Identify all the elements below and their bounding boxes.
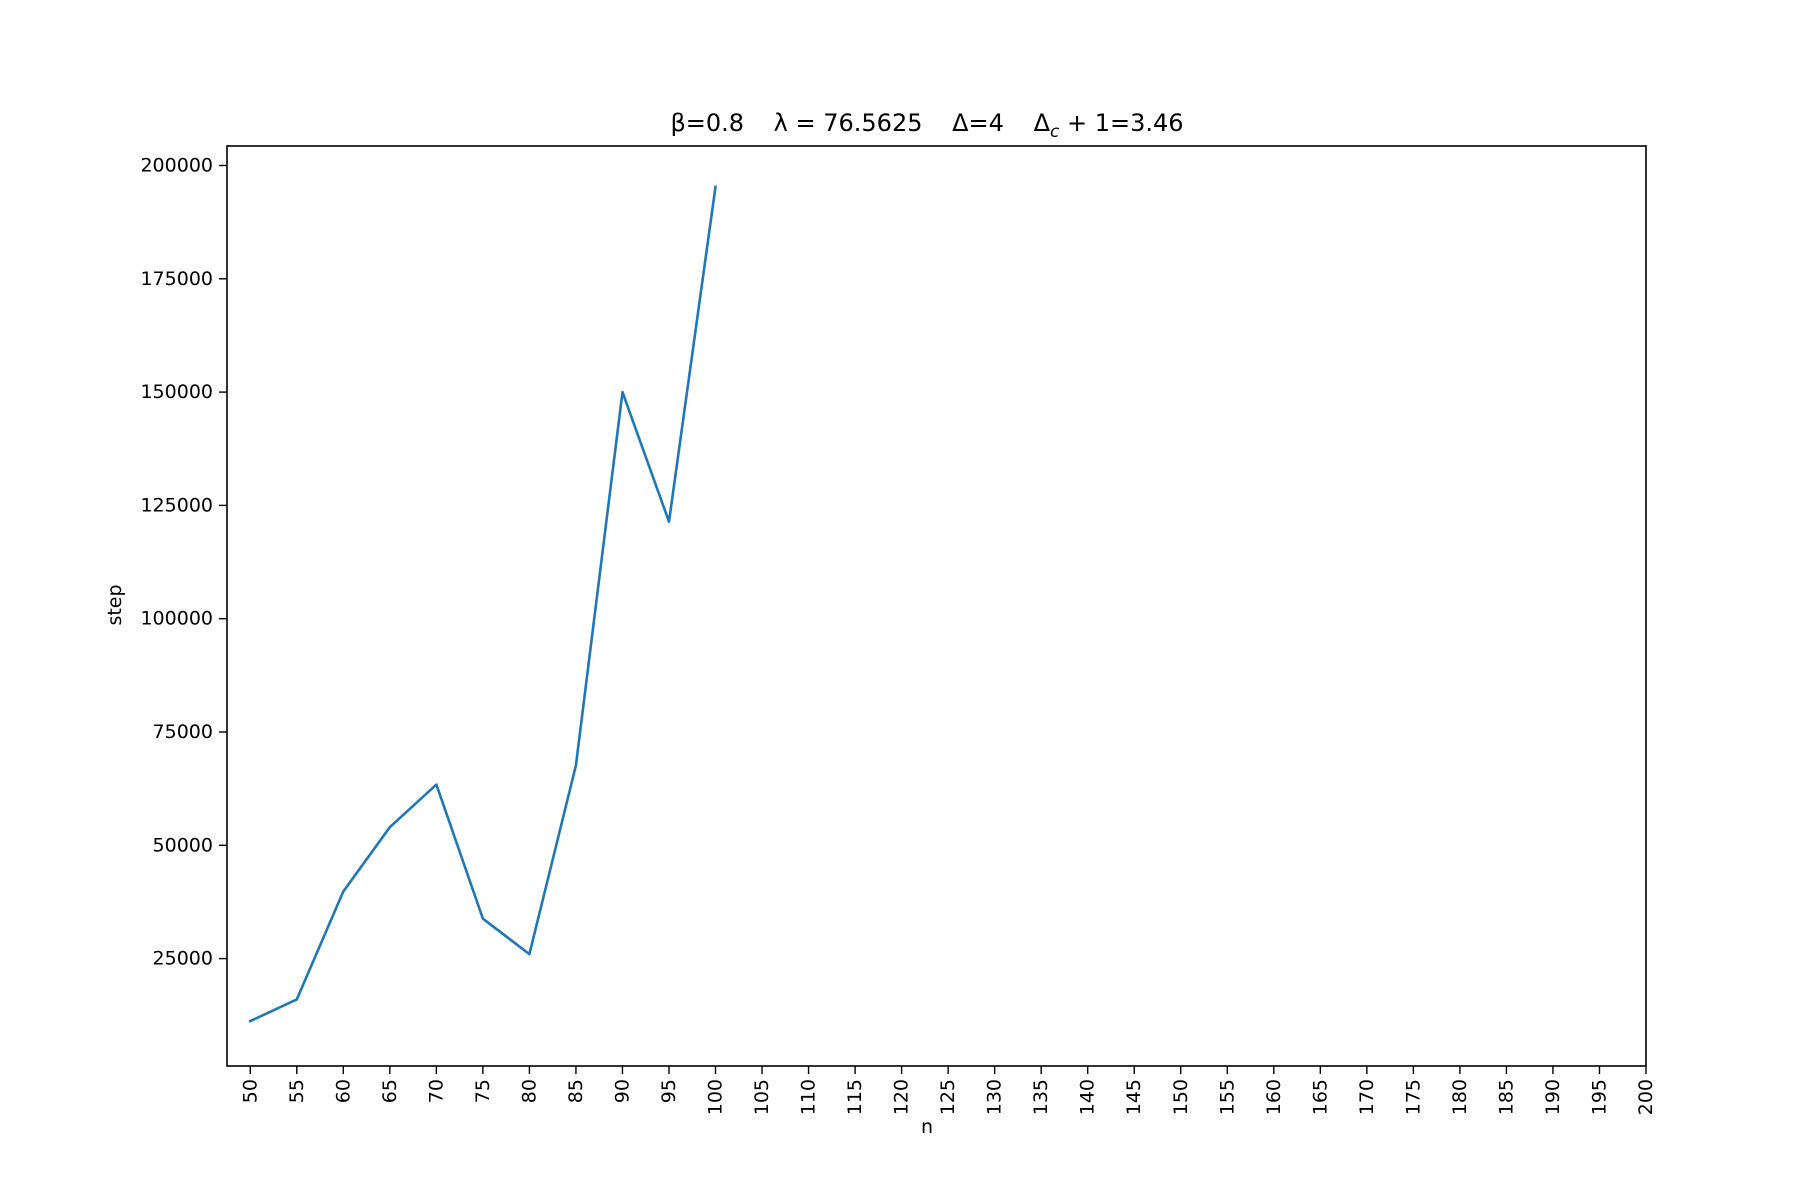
y-tick-label: 150000 xyxy=(140,381,213,403)
x-axis-label: n xyxy=(921,1116,933,1138)
x-tick-label: 135 xyxy=(1030,1079,1052,1115)
x-tick-label: 65 xyxy=(379,1079,401,1103)
title-delta-c-symbol: Δ xyxy=(1034,109,1051,137)
y-axis-label: step xyxy=(104,584,126,625)
y-tick-label: 25000 xyxy=(153,948,213,970)
x-tick-label: 105 xyxy=(751,1079,773,1115)
x-tick-label: 140 xyxy=(1077,1079,1099,1115)
x-tick-label: 75 xyxy=(472,1079,494,1103)
title-lambda: λ = 76.5625 xyxy=(774,109,923,137)
x-tick-label: 55 xyxy=(286,1079,308,1103)
x-tick-label: 110 xyxy=(798,1079,820,1115)
x-tick-label: 130 xyxy=(984,1079,1006,1115)
x-tick-label: 70 xyxy=(425,1079,447,1103)
title-delta: Δ=4 xyxy=(952,109,1004,137)
x-tick-label: 190 xyxy=(1542,1079,1564,1115)
y-tick-label: 175000 xyxy=(140,268,213,290)
x-tick-label: 95 xyxy=(658,1079,680,1103)
x-tick-label: 155 xyxy=(1216,1079,1238,1115)
plot-area xyxy=(248,185,717,1023)
x-tick-label: 180 xyxy=(1449,1079,1471,1115)
x-tick-label: 195 xyxy=(1588,1079,1610,1115)
x-tick-label: 160 xyxy=(1263,1079,1285,1115)
y-axis: 25000 50000 75000 100000 125000 150000 175000 2… xyxy=(140,154,227,970)
x-tick-label: 185 xyxy=(1495,1079,1517,1115)
title-delta-c-subscript: c xyxy=(1050,122,1060,142)
axes-frame xyxy=(226,145,1647,1067)
x-tick-label: 145 xyxy=(1123,1079,1145,1115)
x-tick-label: 150 xyxy=(1170,1079,1192,1115)
x-tick-label: 120 xyxy=(891,1079,913,1115)
title-beta: β=0.8 xyxy=(670,109,744,137)
x-tick-label: 90 xyxy=(611,1079,633,1103)
x-tick-label: 100 xyxy=(705,1079,727,1115)
series-line xyxy=(248,185,717,1023)
x-tick-label: 85 xyxy=(565,1079,587,1103)
y-tick-label: 125000 xyxy=(140,494,213,516)
y-tick-label: 200000 xyxy=(140,154,213,176)
x-tick-label: 125 xyxy=(937,1079,959,1115)
chart-title: β=0.8 λ = 76.5625 Δ=4 Δc + 1=3.46 xyxy=(670,109,1183,142)
y-tick-label: 75000 xyxy=(153,721,213,743)
x-tick-label: 115 xyxy=(844,1079,866,1115)
x-tick-label: 175 xyxy=(1402,1079,1424,1115)
x-axis: 50 55 60 65 70 75 80 85 90 95 100 105 110 115 120 125 13… xyxy=(239,1066,1657,1115)
y-tick-label: 100000 xyxy=(140,608,213,630)
x-tick-label: 165 xyxy=(1309,1079,1331,1115)
x-tick-label: 80 xyxy=(518,1079,540,1103)
title-delta-c-rest: + 1=3.46 xyxy=(1059,109,1183,137)
x-tick-label: 60 xyxy=(332,1079,354,1103)
x-tick-label: 170 xyxy=(1356,1079,1378,1115)
x-tick-label: 50 xyxy=(239,1079,261,1103)
x-tick-label: 200 xyxy=(1635,1079,1657,1115)
y-tick-label: 50000 xyxy=(153,834,213,856)
